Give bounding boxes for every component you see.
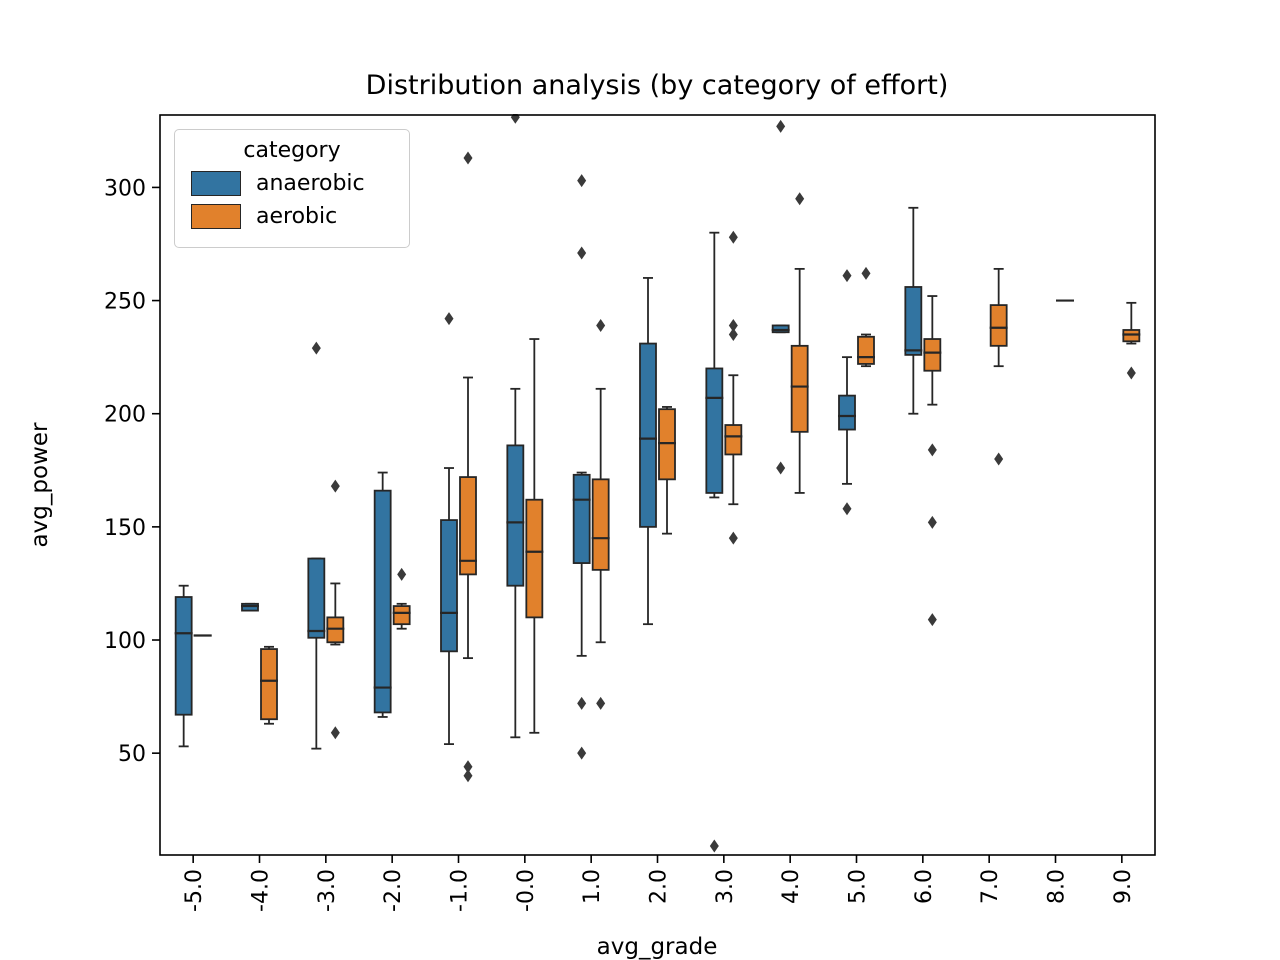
y-tick-label: 250 xyxy=(104,290,146,315)
box xyxy=(790,344,809,433)
legend-swatch-aerobic xyxy=(191,204,241,229)
y-tick-label: 50 xyxy=(118,742,146,767)
box xyxy=(392,605,411,626)
outlier-marker xyxy=(463,769,473,783)
outlier-marker xyxy=(577,696,587,710)
outlier-marker xyxy=(330,726,340,740)
outlier-marker xyxy=(927,613,937,627)
box xyxy=(771,324,790,334)
outlier-marker xyxy=(728,328,738,342)
series-aerobic xyxy=(193,151,1141,783)
outlier-marker xyxy=(776,119,786,133)
box xyxy=(1122,329,1141,343)
outlier-marker xyxy=(861,266,871,280)
outlier-marker xyxy=(444,312,454,326)
legend-label-aerobic: aerobic xyxy=(256,204,338,229)
outlier-marker xyxy=(795,192,805,206)
outlier-marker xyxy=(577,174,587,188)
x-tick-label: -3.0 xyxy=(315,869,340,912)
outlier-marker xyxy=(596,696,606,710)
box xyxy=(724,424,743,456)
x-tick-label: -1.0 xyxy=(448,869,473,912)
y-tick-label: 200 xyxy=(104,403,146,428)
outlier-marker xyxy=(842,502,852,516)
outlier-marker xyxy=(842,269,852,283)
box xyxy=(857,335,875,365)
x-tick-label: -5.0 xyxy=(182,869,207,912)
outlier-marker xyxy=(330,479,340,493)
box xyxy=(506,444,525,587)
outlier-marker xyxy=(728,531,738,545)
outlier-marker xyxy=(927,443,937,457)
box xyxy=(989,304,1008,347)
box xyxy=(174,596,193,716)
x-tick-label: 8.0 xyxy=(1045,869,1070,904)
box xyxy=(307,557,326,639)
x-tick-label: 1.0 xyxy=(580,869,605,904)
y-axis-ticks: 50 100 150 200 250 300 xyxy=(104,176,160,767)
x-tick-label: 2.0 xyxy=(647,869,672,904)
y-tick-label: 100 xyxy=(104,629,146,654)
box xyxy=(459,476,477,576)
legend-entry-aerobic: aerobic xyxy=(191,204,393,229)
box xyxy=(326,616,345,644)
outlier-marker xyxy=(510,114,520,124)
outlier-marker xyxy=(463,151,473,165)
series-anaerobic xyxy=(174,114,923,853)
x-tick-label: 5.0 xyxy=(846,869,871,904)
x-tick-label: 3.0 xyxy=(713,869,738,904)
outlier-marker xyxy=(596,318,606,332)
box xyxy=(838,394,856,431)
box xyxy=(260,648,278,721)
box xyxy=(658,408,676,481)
box xyxy=(373,489,392,714)
x-tick-label: 4.0 xyxy=(779,869,804,904)
legend-title: category xyxy=(243,138,341,163)
box xyxy=(572,473,591,564)
x-tick-label: 9.0 xyxy=(1111,869,1136,904)
box xyxy=(705,367,724,494)
y-tick-label: 300 xyxy=(104,176,146,201)
box xyxy=(904,286,923,356)
x-tick-label: 7.0 xyxy=(978,869,1003,904)
legend-swatch-anaerobic xyxy=(191,171,241,196)
box xyxy=(440,519,458,653)
box xyxy=(241,602,259,612)
y-axis-label: avg_power xyxy=(27,422,53,548)
outlier-marker xyxy=(397,567,407,581)
outlier-marker xyxy=(1126,366,1136,380)
outlier-marker xyxy=(577,246,587,260)
outlier-marker xyxy=(927,515,937,529)
chart-title: Distribution analysis (by category of ef… xyxy=(365,70,949,101)
x-axis-label: avg_grade xyxy=(596,934,718,960)
outlier-marker xyxy=(709,839,719,853)
legend-entry-anaerobic: anaerobic xyxy=(191,171,393,196)
outlier-marker xyxy=(728,230,738,244)
legend: category anaerobic aerobic xyxy=(174,129,410,248)
y-tick-label: 150 xyxy=(104,516,146,541)
outlier-marker xyxy=(994,452,1004,466)
box xyxy=(525,498,544,619)
outlier-marker xyxy=(728,318,738,332)
x-axis-ticks: -5.0 -4.0 -3.0 -2.0 -1.0 -0.0 1.0 2.0 3.0 4.0 5.0 6… xyxy=(182,855,1136,912)
outlier-marker xyxy=(577,746,587,760)
box xyxy=(923,338,942,372)
x-tick-label: -2.0 xyxy=(381,869,406,912)
outlier-marker xyxy=(776,461,786,475)
outlier-marker xyxy=(463,760,473,774)
box xyxy=(591,478,610,571)
boxes-layer xyxy=(174,114,1141,853)
box xyxy=(639,342,657,528)
x-tick-label: 6.0 xyxy=(912,869,937,904)
x-tick-label: -0.0 xyxy=(514,869,539,912)
legend-label-anaerobic: anaerobic xyxy=(256,171,365,196)
outlier-marker xyxy=(311,341,321,355)
x-tick-label: -4.0 xyxy=(249,869,274,912)
